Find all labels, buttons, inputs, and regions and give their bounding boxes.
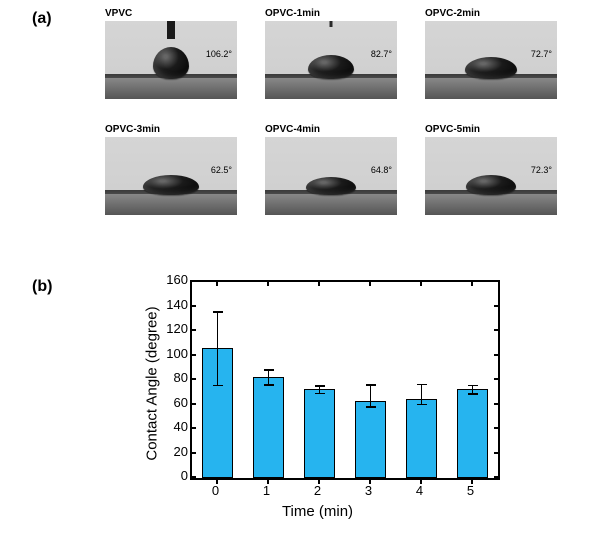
xtick-label: 5 [461,483,481,498]
angle-label: 62.5° [211,165,232,175]
ytick-label: 140 [160,297,188,312]
xtick-label: 3 [359,483,379,498]
droplet-panel-0: VPVC 106.2° [105,8,237,99]
bar [457,389,488,478]
panel-title: VPVC [105,8,237,19]
droplet-image: 106.2° [105,21,237,99]
droplet-panel-2: OPVC-2min 72.7° [425,8,557,99]
angle-label: 72.3° [531,165,552,175]
bar [253,377,284,478]
bar [355,401,386,478]
droplet-panel-5: OPVC-5min 72.3° [425,124,557,215]
bar [406,399,437,478]
angle-label: 64.8° [371,165,392,175]
droplet-panel-4: OPVC-4min 64.8° [265,124,397,215]
angle-label: 82.7° [371,49,392,59]
panel-grid: VPVC106.2°OPVC-1min82.7°OPVC-2min72.7°OP… [105,8,565,240]
contact-angle-chart: Contact Angle (degree) Time (min) 020406… [135,275,535,535]
xtick-label: 4 [410,483,430,498]
droplet-image: 82.7° [265,21,397,99]
ytick-label: 60 [160,395,188,410]
ytick-label: 80 [160,370,188,385]
ytick-label: 0 [160,468,188,483]
droplet-image: 64.8° [265,137,397,215]
ytick-label: 120 [160,321,188,336]
y-axis-label: Contact Angle (degree) [144,306,161,460]
ytick-label: 160 [160,272,188,287]
ytick-label: 100 [160,346,188,361]
droplet-image: 72.7° [425,21,557,99]
angle-label: 72.7° [531,49,552,59]
panel-title: OPVC-2min [425,8,557,19]
droplet-panel-1: OPVC-1min 82.7° [265,8,397,99]
ytick-label: 40 [160,419,188,434]
angle-label: 106.2° [206,49,232,59]
droplet-image: 72.3° [425,137,557,215]
droplet-panel-3: OPVC-3min 62.5° [105,124,237,215]
x-axis-label: Time (min) [135,503,500,520]
xtick-label: 1 [257,483,277,498]
ytick-label: 20 [160,444,188,459]
droplet-image: 62.5° [105,137,237,215]
plot-box [190,280,500,480]
xtick-label: 0 [206,483,226,498]
panel-title: OPVC-1min [265,8,397,19]
bar [304,389,335,478]
panel-title: OPVC-3min [105,124,237,135]
panel-title: OPVC-4min [265,124,397,135]
panel-b-label: (b) [32,278,52,296]
xtick-label: 2 [308,483,328,498]
panel-a-label: (a) [32,10,52,28]
panel-title: OPVC-5min [425,124,557,135]
